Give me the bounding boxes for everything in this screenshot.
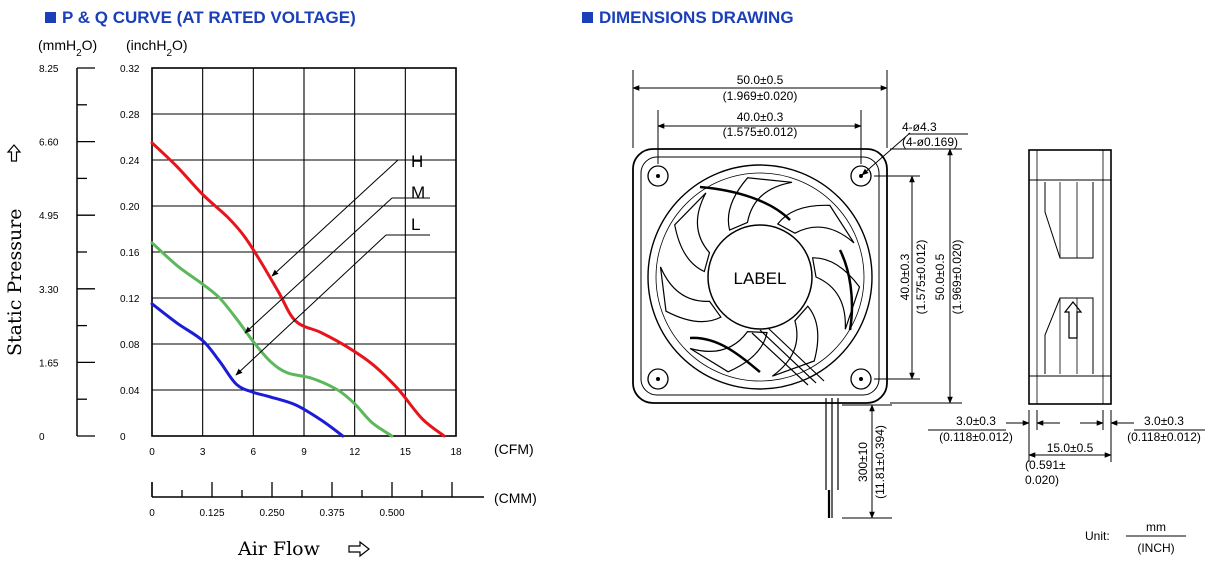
cmm-tick-label: 0.375 [319, 508, 344, 519]
dim-overall-height-inch: (1.969±0.020) [950, 240, 964, 315]
callout-h-arrow [271, 159, 399, 277]
unit-denominator: (INCH) [1137, 541, 1174, 555]
curve-h [150, 141, 446, 438]
dim-lead-length: 300±10 [856, 442, 870, 482]
y-tick-label-mm: 4.95 [39, 211, 59, 222]
front-dimensions [632, 70, 968, 519]
fan-blade-icon [674, 192, 711, 273]
y-tick-label-mm: 1.65 [39, 358, 59, 369]
dim-side-right-inch: (0.118±0.012) [1127, 430, 1201, 444]
dim-side-right: 3.0±0.3 [1144, 414, 1184, 428]
mount-hole-icon [647, 368, 669, 390]
x-tick-label: 6 [251, 447, 257, 458]
dim-depth-inch-2: 0.020) [1025, 473, 1059, 487]
fan-blade-icon [727, 177, 793, 231]
y-tick-label-inch: 0.32 [120, 64, 140, 75]
dim-overall-width-inch: (1.969±0.020) [723, 89, 798, 103]
dim-overall-height: 50.0±0.5 [933, 253, 947, 300]
dimensions-title: DIMENSIONS DRAWING [582, 8, 794, 28]
dim-hole-height: 40.0±0.3 [898, 253, 912, 300]
dim-lead-length-inch: (11.81±0.394) [873, 425, 887, 499]
mount-hole-icon [850, 368, 872, 390]
x-tick-label: 18 [450, 447, 462, 458]
dim-hole-width-inch: (1.575±0.012) [723, 125, 798, 139]
mount-hole-icon [850, 165, 872, 187]
y-unit-mm: (mmH2O) [38, 37, 97, 59]
fan-hub-icon [707, 224, 813, 330]
curve-m [150, 241, 394, 438]
y-tick-label-inch: 0.28 [120, 110, 140, 121]
dim-overall-width: 50.0±0.5 [737, 73, 784, 87]
y-unit-inch: (inchH2O) [126, 37, 188, 59]
curve-callouts [235, 159, 430, 376]
hub-label: LABEL [734, 269, 787, 288]
dim-side-left-inch: (0.118±0.012) [939, 430, 1013, 444]
callout-l-arrow [235, 234, 387, 376]
x-axis-title: Air Flow [237, 538, 321, 560]
x-unit-cfm: (CFM) [494, 441, 534, 457]
dim-hole-dia-inch: (4-ø0.169) [902, 135, 958, 149]
y-tick-label-inch: 0.16 [120, 248, 140, 259]
y-tick-label-inch: 0.12 [120, 294, 140, 305]
y-tick-label-mm: 6.60 [39, 138, 59, 149]
chart-grid [151, 67, 457, 437]
y-tick-label-inch: 0.04 [120, 386, 140, 397]
y-tick-label-mm: 0 [39, 432, 45, 443]
title-bullet-icon [45, 12, 56, 23]
dim-depth-inch-1: (0.591± [1025, 458, 1066, 472]
x-tick-label: 12 [349, 447, 361, 458]
dim-hole-width: 40.0±0.3 [737, 110, 784, 124]
fan-blade-icon [771, 305, 819, 377]
series-label-m: M [411, 183, 425, 202]
dimensions-title-text: DIMENSIONS DRAWING [599, 8, 794, 27]
fan-front-view: LABEL [632, 148, 888, 518]
dim-hole-height-inch: (1.575±0.012) [914, 240, 928, 315]
callout-m-arrow [244, 197, 393, 334]
cmm-tick-label: 0.250 [259, 508, 284, 519]
unit-numerator: mm [1146, 520, 1166, 534]
y-tick-label-mm: 3.30 [39, 285, 59, 296]
airflow-arrow-icon [1063, 301, 1083, 339]
x-tick-label: 0 [149, 447, 155, 458]
cmm-tick-label: 0.125 [199, 508, 224, 519]
y-tick-label-mm: 8.25 [39, 64, 59, 75]
curves [150, 141, 446, 438]
y-axis-title: Static Pressure [4, 208, 26, 356]
tick-labels: 0 3 6 9 12 15 18 0 0.04 0.08 0.12 0.16 0.20 0.24 0.28 0… [120, 64, 462, 458]
mount-hole-icon [647, 165, 669, 187]
pq-curve-title-text: P & Q CURVE (AT RATED VOLTAGE) [62, 8, 356, 27]
y-tick-label-inch: 0.20 [120, 202, 140, 213]
dim-side-left: 3.0±0.3 [956, 414, 996, 428]
pq-curve-title: P & Q CURVE (AT RATED VOLTAGE) [45, 8, 356, 28]
curve-l [150, 302, 345, 438]
mm-axis-ticks: 0 1.65 3.30 4.95 6.60 8.25 [39, 64, 95, 443]
y-axis-arrow-icon [6, 144, 22, 162]
x-axis-arrow-icon [348, 540, 370, 558]
x-tick-label: 3 [200, 447, 206, 458]
y-tick-label-inch: 0.08 [120, 340, 140, 351]
x-unit-cmm: (CMM) [494, 490, 537, 506]
unit-prefix: Unit: [1085, 529, 1110, 543]
fan-blade-icon [659, 266, 722, 323]
y-tick-label-inch: 0 [120, 432, 126, 443]
dim-hole-dia: 4-ø4.3 [902, 120, 937, 134]
cmm-tick-label: 0 [149, 508, 155, 519]
fan-side-view [1028, 149, 1112, 405]
plot-frame [151, 67, 457, 437]
x-tick-label: 9 [301, 447, 307, 458]
series-label-h: H [411, 152, 423, 171]
y-tick-label-inch: 0.24 [120, 156, 140, 167]
cmm-tick-label: 0.500 [379, 508, 404, 519]
series-label-l: L [411, 215, 420, 234]
x-tick-label: 15 [400, 447, 412, 458]
dim-depth: 15.0±0.5 [1047, 441, 1094, 455]
cmm-axis-ticks: 0 0.125 0.250 0.375 0.500 [149, 482, 453, 519]
title-bullet-icon [582, 12, 593, 23]
side-dimensions [928, 410, 1205, 462]
